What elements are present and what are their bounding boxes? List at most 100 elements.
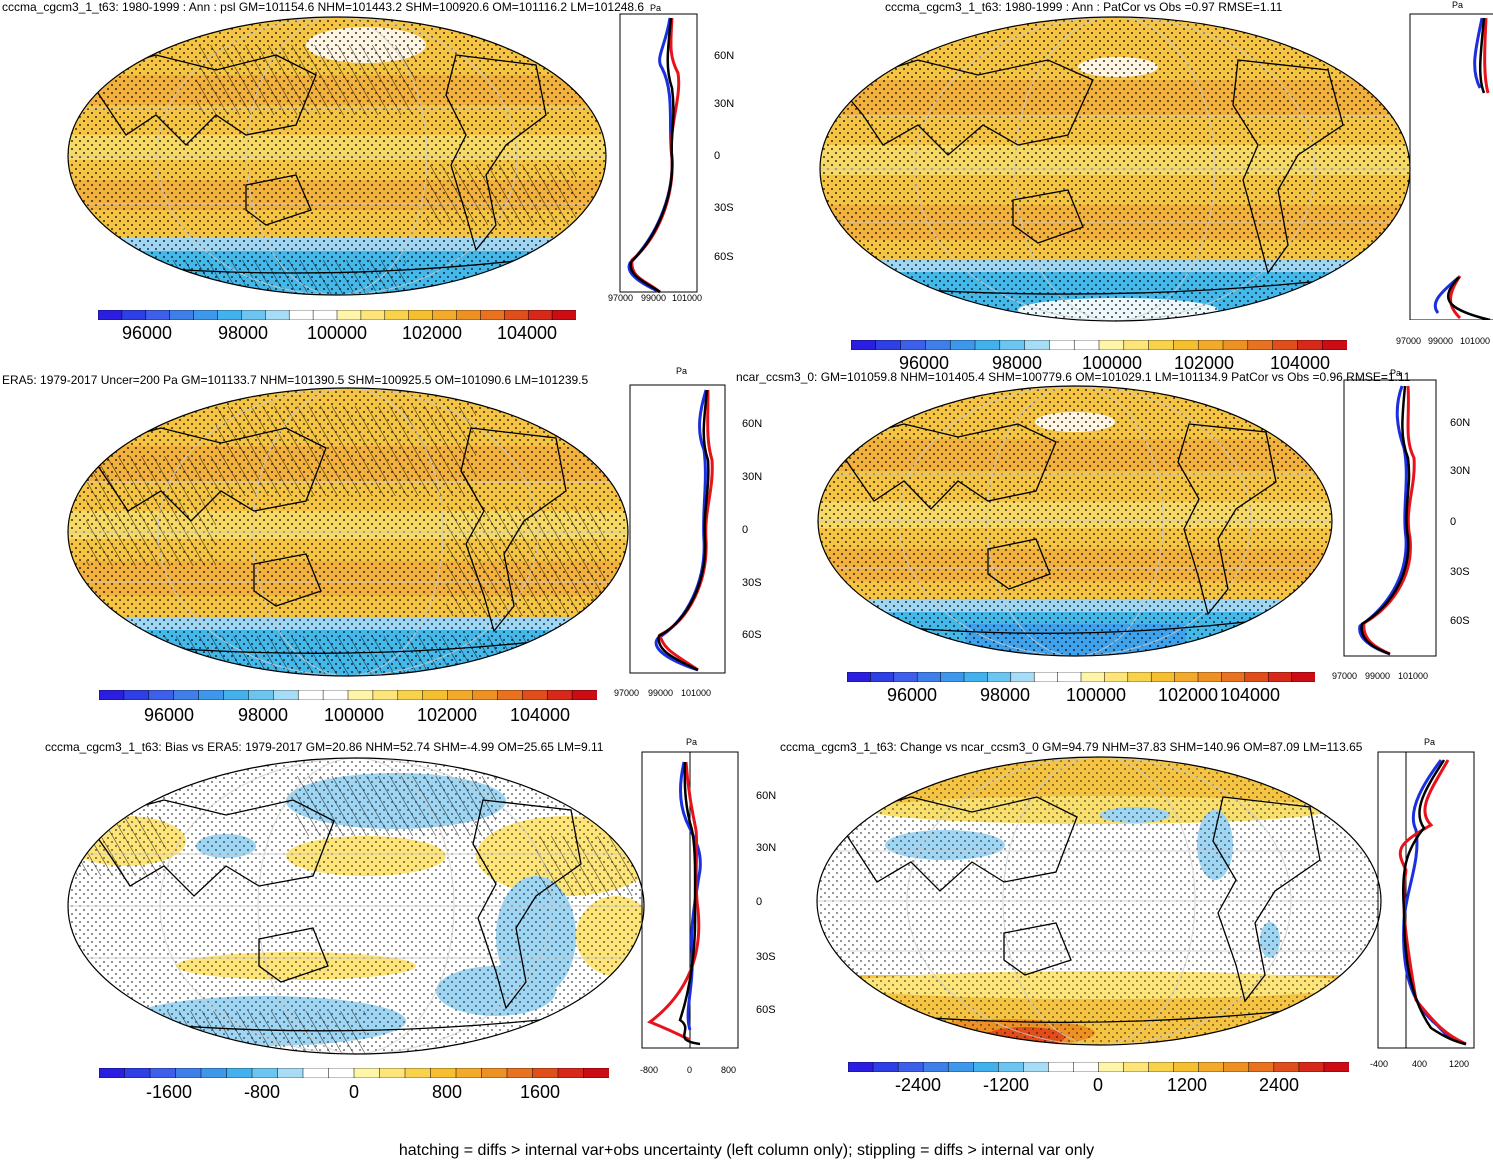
colorbar-segment <box>1048 1062 1075 1072</box>
colorbar-segment <box>947 1062 974 1072</box>
panel-6-colorbar-label: 2400 <box>1258 1075 1300 1095</box>
colorbar-segment <box>1321 340 1347 350</box>
colorbar-segment <box>940 672 965 682</box>
colorbar-segment <box>922 1062 949 1072</box>
colorbar-segment <box>223 690 250 700</box>
colorbar-segment <box>360 310 386 320</box>
footer-note: hatching = diffs > internal var+obs unce… <box>398 1142 1095 1159</box>
panel-1-colorbar-label: 100000 <box>306 323 368 343</box>
panel-3-lat-30n: 30N <box>742 471 763 483</box>
colorbar-segment <box>123 690 150 700</box>
panel-3-profile-tick: 97000 <box>614 688 640 698</box>
colorbar-segment <box>145 310 171 320</box>
panel-3-colorbar-label: 102000 <box>416 705 478 725</box>
colorbar-segment <box>1272 340 1299 350</box>
colorbar-segment <box>551 310 576 320</box>
panel-4-colorbar-label: 104000 <box>1219 685 1281 705</box>
colorbar-segment <box>265 310 290 320</box>
panel-4-colorbar-label: 102000 <box>1157 685 1219 705</box>
colorbar-segment <box>1073 1062 1100 1072</box>
colorbar-segment <box>1010 672 1035 682</box>
panel-5-colorbar-label: 0 <box>348 1082 359 1102</box>
colorbar-segment <box>522 690 548 700</box>
panel-4-lat-60s: 60S <box>1450 615 1470 627</box>
colorbar-segment <box>527 310 553 320</box>
colorbar-segment <box>148 690 175 700</box>
colorbar-segment <box>1049 340 1075 350</box>
panel-2-colorbar <box>851 340 1347 350</box>
colorbar-segment <box>893 672 918 682</box>
colorbar-segment <box>1247 340 1274 350</box>
colorbar-segment <box>372 690 399 700</box>
panel-6-profile-tick: -400 <box>1370 1059 1389 1069</box>
colorbar-segment <box>481 1068 508 1078</box>
colorbar-segment <box>336 310 362 320</box>
panel-6-colorbar-label: -1200 <box>982 1075 1030 1095</box>
panel-5-colorbar-label: 1600 <box>519 1082 561 1102</box>
colorbar-segment <box>1273 1062 1300 1072</box>
panel-1-colorbar-label: 104000 <box>496 323 558 343</box>
panel-3-lat-0: 0 <box>742 524 749 536</box>
colorbar-segment <box>546 690 573 700</box>
colorbar-segment <box>1098 340 1125 350</box>
colorbar-segment <box>277 1068 304 1078</box>
colorbar-segment <box>447 690 474 700</box>
colorbar-segment <box>1291 672 1315 682</box>
colorbar-segment <box>322 690 349 700</box>
colorbar-segment <box>432 310 458 320</box>
panel-5-profile-tick: -800 <box>640 1065 659 1075</box>
colorbar-segment <box>875 340 902 350</box>
colorbar-segment <box>987 672 1012 682</box>
colorbar-segment <box>916 672 942 682</box>
colorbar-segment <box>963 672 989 682</box>
panel-4-lat-0: 0 <box>1450 516 1457 528</box>
panel-2-map <box>819 16 1411 322</box>
panel-3-colorbar-label: 104000 <box>509 705 571 725</box>
panel-4-colorbar <box>847 672 1315 682</box>
colorbar-segment <box>241 310 267 320</box>
panel-3-lat-60s: 60S <box>742 629 762 641</box>
colorbar-segment <box>532 1068 559 1078</box>
panel-2-colorbar-label: 100000 <box>1081 353 1143 373</box>
panel-6-colorbar-label: 1200 <box>1166 1075 1208 1095</box>
colorbar-segment <box>273 690 299 700</box>
panel-4-profile <box>1343 379 1437 657</box>
panel-6-unit: Pa <box>1424 737 1436 747</box>
colorbar-segment <box>870 672 895 682</box>
colorbar-segment <box>999 340 1026 350</box>
colorbar-segment <box>1148 1062 1175 1072</box>
panel-1-lat-60s: 60S <box>714 251 734 263</box>
colorbar-segment <box>353 1068 381 1078</box>
panel-5-profile <box>641 751 739 1049</box>
panel-1-colorbar <box>98 310 576 320</box>
panel-6-title: cccma_cgcm3_1_t63: Change vs ncar_ccsm3_… <box>780 740 1363 754</box>
panel-1-profile-tick: 99000 <box>641 293 667 303</box>
colorbar-segment <box>900 340 927 350</box>
panel-3-profile-tick: 101000 <box>681 688 712 698</box>
panel-6-colorbar-label: 0 <box>1092 1075 1103 1095</box>
colorbar-segment <box>1024 340 1051 350</box>
panel-4-title: ncar_ccsm3_0: GM=101059.8 NHM=101405.4 S… <box>736 370 1411 384</box>
colorbar-segment <box>1080 672 1106 682</box>
colorbar-segment <box>288 310 314 320</box>
colorbar-segment <box>472 690 499 700</box>
panel-1-colorbar-label: 96000 <box>121 323 173 343</box>
panel-5-colorbar <box>99 1068 609 1078</box>
colorbar-segment <box>1123 1062 1150 1072</box>
panel-5-lat-30n: 30N <box>756 842 777 854</box>
panel-4-unit: Pa <box>1390 368 1402 378</box>
colorbar-segment <box>1098 1062 1125 1072</box>
colorbar-segment <box>302 1068 330 1078</box>
colorbar-segment <box>1323 1062 1349 1072</box>
colorbar-segment <box>571 690 597 700</box>
panel-1-colorbar-label: 98000 <box>217 323 269 343</box>
colorbar-segment <box>173 690 200 700</box>
colorbar-segment <box>98 310 123 320</box>
panel-3-colorbar <box>99 690 597 700</box>
colorbar-segment <box>456 310 482 320</box>
panel-1-lat-60n: 60N <box>714 50 735 62</box>
panel-4-profile-tick: 97000 <box>1332 671 1358 681</box>
colorbar-segment <box>379 1068 406 1078</box>
colorbar-segment <box>1123 340 1150 350</box>
colorbar-segment <box>1298 1062 1325 1072</box>
